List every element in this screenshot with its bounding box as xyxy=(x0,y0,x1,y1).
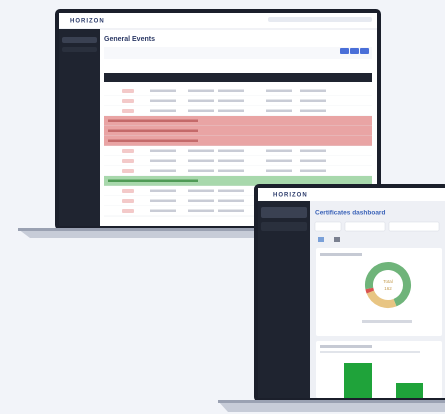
cell xyxy=(300,169,326,172)
cell xyxy=(188,199,214,202)
donut-segment xyxy=(365,262,411,307)
button xyxy=(340,48,349,54)
cell xyxy=(300,109,326,112)
cell xyxy=(300,149,326,152)
cell xyxy=(108,139,198,142)
sidebar-item[interactable] xyxy=(62,37,97,43)
page-title: Certificates dashboard xyxy=(315,210,385,217)
filter[interactable] xyxy=(344,221,386,232)
top-bar xyxy=(258,188,445,201)
cell xyxy=(188,99,214,102)
cell xyxy=(150,199,176,202)
cell xyxy=(108,129,198,132)
cell xyxy=(218,159,244,162)
table-header xyxy=(104,73,372,82)
laptop-events: HORIZON General Events xyxy=(55,9,381,230)
sidebar xyxy=(59,29,100,226)
status-badge xyxy=(122,89,134,93)
brand: HORIZON xyxy=(70,19,105,25)
cell xyxy=(188,189,214,192)
button xyxy=(360,48,369,54)
status-badge xyxy=(122,109,134,113)
cell xyxy=(266,159,292,162)
sidebar-item[interactable] xyxy=(261,207,307,218)
laptop-hinge xyxy=(18,228,398,231)
status-badge xyxy=(122,169,134,173)
cell xyxy=(150,109,176,112)
card-title xyxy=(320,345,372,348)
status-badge xyxy=(122,199,134,203)
cell xyxy=(150,149,176,152)
cell xyxy=(188,109,214,112)
card xyxy=(316,341,442,398)
user-menu[interactable] xyxy=(268,17,372,22)
cell xyxy=(188,159,214,162)
bar xyxy=(396,383,423,398)
status-badge xyxy=(122,149,134,153)
cell xyxy=(150,159,176,162)
cell xyxy=(188,169,214,172)
donut-segment xyxy=(366,290,397,308)
table-row xyxy=(104,126,372,136)
filter[interactable] xyxy=(314,221,342,232)
laptop-base xyxy=(218,401,445,412)
cell xyxy=(218,189,244,192)
cell xyxy=(150,189,176,192)
cell xyxy=(300,99,326,102)
table-row xyxy=(104,116,372,126)
icon[interactable] xyxy=(318,237,324,242)
laptop-certificates: HORIZON Certificates dashboard Total 162 xyxy=(254,184,445,402)
donut-center-label: Total xyxy=(383,279,393,284)
status-badge xyxy=(122,189,134,193)
filter[interactable] xyxy=(388,221,440,232)
cell xyxy=(218,199,244,202)
donut-segment xyxy=(365,287,375,294)
cell xyxy=(188,209,214,212)
cell xyxy=(266,109,292,112)
cell xyxy=(150,99,176,102)
card-subtitle xyxy=(320,351,420,353)
page-title: General Events xyxy=(104,36,155,43)
cell xyxy=(266,169,292,172)
button xyxy=(350,48,359,54)
cell xyxy=(218,169,244,172)
cell xyxy=(218,99,244,102)
sidebar-item[interactable] xyxy=(62,47,97,52)
cell xyxy=(150,209,176,212)
cell xyxy=(108,179,198,182)
status-badge xyxy=(122,209,134,213)
sidebar xyxy=(258,201,310,398)
cell xyxy=(188,149,214,152)
card-title xyxy=(320,253,362,256)
cell xyxy=(300,89,326,92)
status-badge xyxy=(122,159,134,163)
cell xyxy=(108,119,198,122)
cell xyxy=(150,89,176,92)
legend xyxy=(362,320,412,323)
table-row xyxy=(104,136,372,146)
status-badge xyxy=(122,99,134,103)
filter-row xyxy=(104,47,372,59)
cell xyxy=(188,89,214,92)
bar xyxy=(344,363,372,398)
table-row xyxy=(104,176,372,186)
icon[interactable] xyxy=(334,237,340,242)
cell xyxy=(266,89,292,92)
cell xyxy=(266,149,292,152)
card xyxy=(316,248,442,336)
cell xyxy=(218,89,244,92)
donut-center-value: 162 xyxy=(384,286,392,291)
sidebar-item[interactable] xyxy=(261,222,307,231)
cell xyxy=(218,109,244,112)
brand: HORIZON xyxy=(273,193,308,199)
cell xyxy=(266,99,292,102)
cell xyxy=(300,159,326,162)
cell xyxy=(218,209,244,212)
laptop-hinge xyxy=(218,400,445,403)
donut xyxy=(365,262,411,308)
cell xyxy=(218,149,244,152)
cell xyxy=(150,169,176,172)
